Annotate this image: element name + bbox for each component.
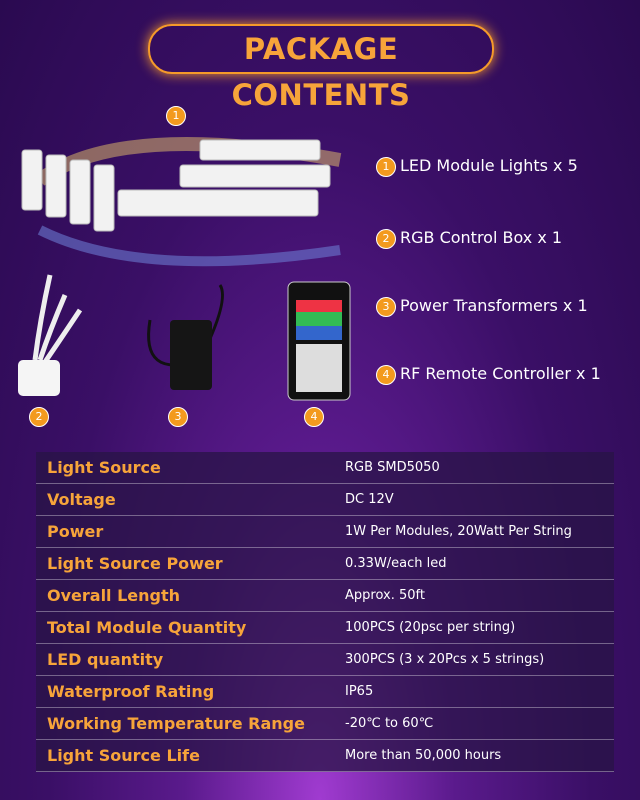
item-number: 3 bbox=[376, 297, 396, 317]
item-label: LED Module Lights x 5 bbox=[400, 156, 578, 175]
spec-name: Overall Length bbox=[47, 586, 181, 605]
spec-name: LED quantity bbox=[47, 650, 164, 669]
spec-value: DC 12V bbox=[345, 492, 394, 507]
table-row: Overall Length Approx. 50ft bbox=[36, 580, 614, 612]
item-label: RGB Control Box x 1 bbox=[400, 228, 563, 247]
spec-name: Waterproof Rating bbox=[47, 682, 215, 701]
spec-name: Voltage bbox=[47, 490, 116, 509]
spec-name: Light Source Power bbox=[47, 554, 223, 573]
table-row: Power 1W Per Modules, 20Watt Per String bbox=[36, 516, 614, 548]
item-label: RF Remote Controller x 1 bbox=[400, 364, 601, 383]
led-modules bbox=[21, 137, 342, 267]
spec-name: Light Source Life bbox=[47, 746, 200, 765]
spec-value: 300PCS (3 x 20Pcs x 5 strings) bbox=[345, 652, 545, 667]
spec-value: RGB SMD5050 bbox=[345, 460, 440, 475]
spec-value: 100PCS (20psc per string) bbox=[345, 620, 516, 635]
image-badge: 4 bbox=[304, 407, 324, 427]
image-badge: 1 bbox=[166, 106, 186, 126]
spec-name: Working Temperature Range bbox=[47, 714, 305, 733]
spec-value: IP65 bbox=[345, 684, 374, 699]
spec-value: More than 50,000 hours bbox=[345, 748, 502, 763]
spec-name: Light Source bbox=[47, 458, 161, 477]
spec-value: 0.33W/each led bbox=[345, 556, 447, 571]
table-row: LED quantity 300PCS (3 x 20Pcs x 5 string… bbox=[36, 644, 614, 676]
item-number: 2 bbox=[376, 229, 396, 249]
table-row: Light Source Life More than 50,000 hours bbox=[36, 740, 614, 772]
table-row: Total Module Quantity 100PCS (20psc per s… bbox=[36, 612, 614, 644]
table-row: Voltage DC 12V bbox=[36, 484, 614, 516]
spec-value: -20℃ to 60℃ bbox=[345, 716, 434, 731]
spec-name: Power bbox=[47, 522, 104, 541]
spec-value: Approx. 50ft bbox=[345, 588, 425, 603]
power-adapter bbox=[147, 284, 224, 390]
image-badge: 3 bbox=[168, 407, 188, 427]
table-row: Waterproof Rating IP65 bbox=[36, 676, 614, 708]
spec-name: Total Module Quantity bbox=[47, 618, 247, 637]
item-number: 4 bbox=[376, 365, 396, 385]
table-row: Working Temperature Range -20℃ to 60℃ bbox=[36, 708, 614, 740]
spec-table: Light Source RGB SMD5050 Voltage DC 12V Powe… bbox=[36, 452, 614, 772]
title: PACKAGE CONTENTS bbox=[148, 24, 494, 112]
product-images bbox=[18, 137, 351, 401]
item-label: Power Transformers x 1 bbox=[400, 296, 588, 315]
item-number: 1 bbox=[376, 157, 396, 177]
spec-value: 1W Per Modules, 20Watt Per String bbox=[345, 524, 572, 539]
table-row: Light Source RGB SMD5050 bbox=[36, 452, 614, 484]
image-badge: 2 bbox=[29, 407, 49, 427]
remote bbox=[287, 281, 351, 401]
table-row: Light Source Power 0.33W/each led bbox=[36, 548, 614, 580]
control-box bbox=[18, 274, 83, 396]
